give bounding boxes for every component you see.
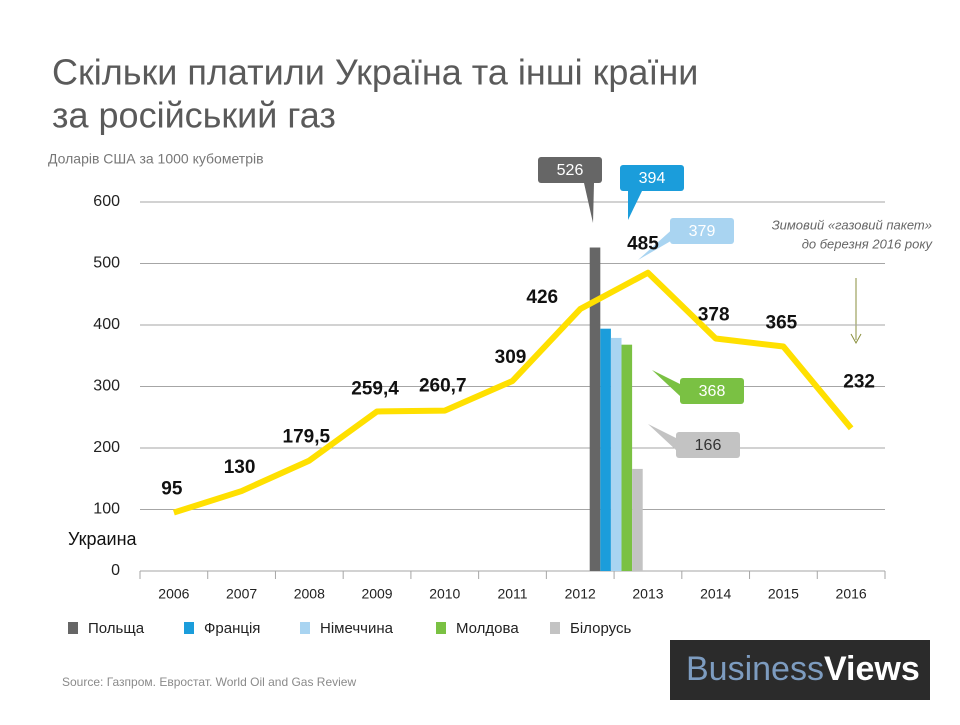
callout [620, 165, 684, 191]
logo-box [670, 640, 930, 700]
callout [680, 378, 744, 404]
y-tick-label: 0 [111, 562, 120, 579]
callout-pointer [648, 424, 676, 450]
y-tick-label: 600 [93, 193, 120, 210]
value-label: 426 [526, 287, 558, 308]
value-label: 179,5 [283, 427, 331, 448]
callout-pointer [638, 226, 676, 260]
x-tick-label: 2013 [632, 586, 663, 602]
value-label: 368 [699, 383, 726, 400]
logo-part: Business [686, 650, 824, 688]
legend-label: Франція [204, 620, 260, 637]
value-label: 166 [695, 437, 722, 454]
y-tick-label: 500 [93, 255, 120, 272]
chart-subtitle: Доларів США за 1000 кубометрів [48, 151, 264, 167]
bar [600, 328, 611, 571]
chart-title: Скільки платили Україна та інші країни [52, 52, 698, 93]
value-label: 379 [689, 223, 716, 240]
x-tick-label: 2016 [836, 586, 867, 602]
y-tick-label: 100 [93, 501, 120, 518]
value-label: 394 [639, 170, 666, 187]
bar [610, 337, 622, 571]
x-tick-label: 2012 [565, 586, 596, 602]
value-label: 260,7 [419, 376, 467, 397]
x-tick-label: 2008 [294, 586, 325, 602]
callout-pointer [652, 370, 680, 396]
x-tick-label: 2007 [226, 586, 257, 602]
line [172, 269, 854, 516]
legend-swatch [436, 622, 446, 634]
legend-swatch [68, 622, 78, 634]
source: Source: Газпром. Евростат. World Oil and… [62, 675, 356, 689]
x-tick-label: 2014 [700, 586, 731, 602]
y-tick-label: 200 [93, 439, 120, 456]
callout-pointer [584, 183, 594, 223]
value-label: 526 [557, 162, 584, 179]
x-tick-label: 2009 [361, 586, 392, 602]
legend-swatch [184, 622, 194, 634]
callout [670, 218, 734, 244]
annotation: до березня 2016 року [802, 236, 934, 251]
logo-part: Views [824, 650, 920, 688]
value-label: 232 [843, 371, 875, 392]
chart-title: за російський газ [52, 95, 336, 136]
y-tick-label: 300 [93, 378, 120, 395]
y-tick-label: 400 [93, 316, 120, 333]
callout [676, 432, 740, 458]
x-tick-label: 2011 [497, 586, 527, 602]
x-tick-label: 2015 [768, 586, 799, 602]
legend-swatch [550, 622, 560, 634]
series-label: Украина [68, 529, 138, 549]
bar [632, 468, 643, 571]
value-label: 130 [224, 457, 256, 478]
annotation-arrow-head [850, 333, 862, 345]
value-label: 485 [627, 234, 659, 255]
logo: BusinessViews [686, 650, 920, 688]
legend-label: Польща [88, 620, 145, 637]
value-label: 365 [766, 313, 798, 334]
legend-label: Німеччина [320, 620, 394, 637]
value-label: 95 [161, 479, 183, 500]
value-label: 309 [495, 347, 527, 368]
bar [621, 344, 633, 571]
x-tick-label: 2006 [158, 586, 189, 602]
callout [538, 157, 602, 183]
legend-label: Білорусь [570, 620, 631, 637]
value-label: 378 [698, 305, 730, 326]
callout-pointer [628, 191, 642, 220]
annotation: Зимовий «газовий пакет» [772, 217, 932, 232]
x-tick-label: 2010 [429, 586, 460, 602]
value-label: 259,4 [351, 378, 399, 399]
legend-label: Молдова [456, 620, 519, 637]
bar [589, 247, 601, 571]
legend-swatch [300, 622, 310, 634]
